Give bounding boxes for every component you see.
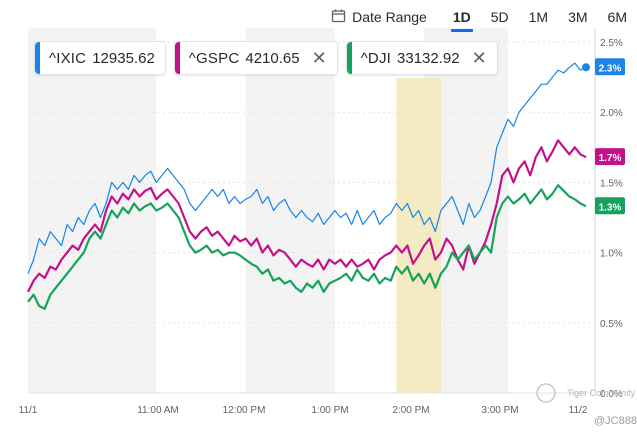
series-end-point: [582, 63, 590, 72]
range-1m-button[interactable]: 1M: [528, 9, 549, 25]
chart-toolbar: Date Range 1D 5D 1M 3M 6M: [331, 4, 637, 32]
range-3m-button[interactable]: 3M: [568, 9, 588, 25]
x-tick-label: 2:00 PM: [392, 405, 429, 416]
x-tick-label: 11:00 AM: [137, 405, 179, 416]
ticker-chip-gspc[interactable]: ^GSPC 4210.65 ✕: [173, 41, 338, 75]
close-icon[interactable]: ✕: [311, 48, 327, 68]
ticker-symbol: ^IXIC: [49, 49, 87, 67]
ticker-chip-dji[interactable]: ^DJI 33132.92 ✕: [345, 41, 498, 75]
watermark-community: Tiger Community: [567, 388, 636, 398]
ticker-value: 33132.92: [397, 49, 460, 67]
y-tick-label: 1.5%: [600, 178, 623, 189]
x-tick-label: 11/2: [569, 405, 588, 416]
series-line-dji: [27, 184, 587, 310]
ticker-symbol: ^DJI: [360, 49, 392, 67]
series-color-swatch: [346, 42, 352, 74]
x-tick-label: 12:00 PM: [223, 405, 266, 416]
close-icon[interactable]: ✕: [471, 48, 487, 68]
range-1d-button[interactable]: 1D: [443, 7, 481, 32]
series-end-badge: [595, 197, 625, 215]
tiger-logo-icon: [536, 383, 556, 403]
series-end-badge: [595, 148, 625, 166]
series-end-label: 2.3%: [599, 63, 622, 74]
ticker-chip-ixic[interactable]: ^IXIC 12935.62: [34, 41, 166, 75]
series-end-label: 1.7%: [599, 153, 622, 164]
series-line-gspc: [27, 139, 587, 293]
series-color-swatch: [174, 42, 180, 74]
y-tick-label: 2.0%: [600, 108, 623, 119]
range-5d-button[interactable]: 5D: [490, 9, 509, 25]
series-end-badge: [595, 58, 625, 76]
ticker-symbol: ^GSPC: [188, 49, 240, 67]
session-band: [28, 28, 157, 393]
ticker-value: 12935.62: [92, 49, 155, 67]
x-tick-label: 3:00 PM: [481, 405, 518, 416]
date-range-label: Date Range: [352, 9, 427, 25]
series-color-swatch: [35, 42, 40, 74]
series-end-label: 1.3%: [599, 202, 622, 213]
series-line-ixic: [27, 62, 587, 274]
x-tick-label: 1:00 PM: [311, 405, 348, 416]
y-tick-label: 0.5%: [600, 319, 623, 330]
ticker-value: 4210.65: [245, 49, 300, 67]
y-tick-label: 2.5%: [600, 38, 623, 49]
range-6m-button[interactable]: 6M: [607, 9, 627, 25]
highlight-band: [396, 78, 441, 393]
x-tick-label: 11/1: [19, 405, 38, 416]
y-tick-label: 1.0%: [600, 249, 623, 260]
watermark-handle: @JC888: [594, 415, 637, 427]
calendar-icon: [331, 8, 346, 26]
ticker-chips: ^IXIC 12935.62 ^GSPC 4210.65 ✕ ^DJI 3313…: [34, 41, 498, 75]
y-tick-label: 0.0%: [600, 389, 623, 400]
date-range-button[interactable]: Date Range: [331, 8, 427, 26]
